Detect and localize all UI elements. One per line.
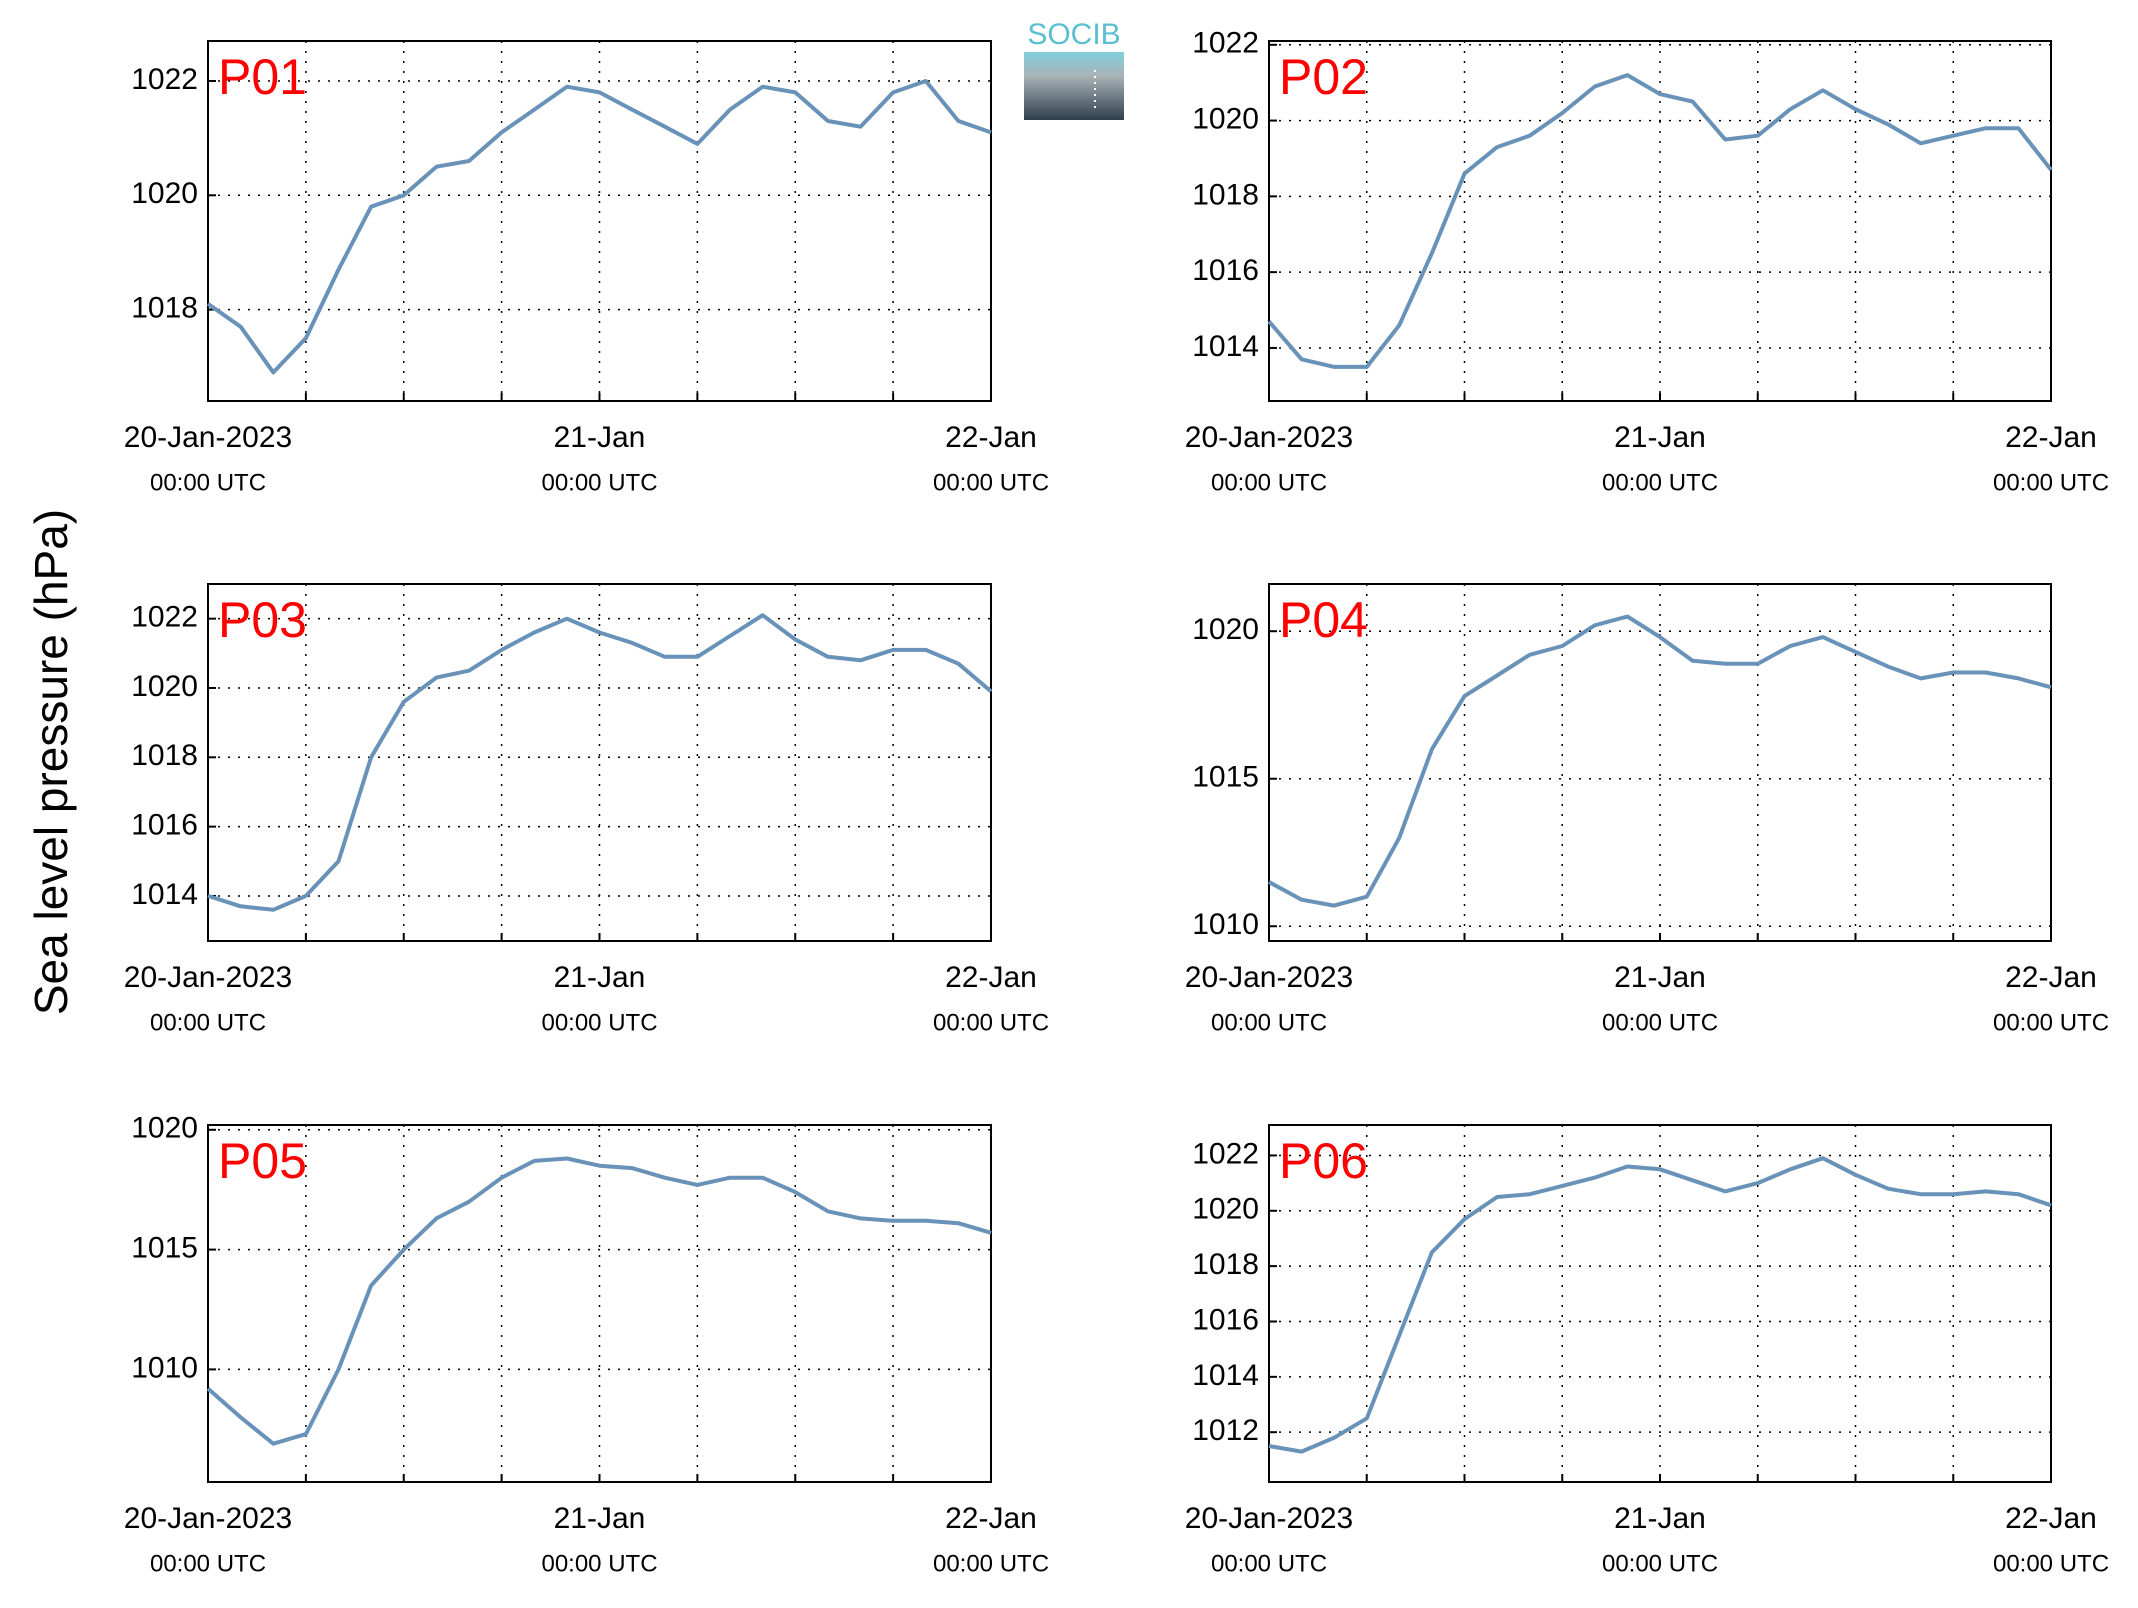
y-tick-label: 1020 <box>1192 613 1259 646</box>
x-tick-label: 22-Jan <box>2005 421 2097 454</box>
x-tick-sublabel: 00:00 UTC <box>1993 469 2109 496</box>
x-tick-label: 20-Jan-2023 <box>124 421 292 454</box>
subplot: 1014 1016 1018 1020 1022 20-Jan-2023 00:00 UTC… <box>124 583 1049 1036</box>
x-tick-sublabel: 00:00 UTC <box>541 1550 657 1577</box>
y-tick-label: 1014 <box>131 878 198 911</box>
y-tick-label: 1020 <box>131 670 198 703</box>
x-tick-label: 22-Jan <box>2005 1502 2097 1535</box>
subplot: 1010 1015 1020 20-Jan-2023 00:00 UTC 21-Jan 00… <box>124 1112 1049 1578</box>
panel-label: P05 <box>218 1133 307 1189</box>
x-tick-sublabel: 00:00 UTC <box>1993 1550 2109 1577</box>
logo: SOCIB <box>1024 18 1124 120</box>
x-tick-sublabel: 00:00 UTC <box>1993 1009 2109 1036</box>
x-tick-label: 21-Jan <box>554 961 646 994</box>
x-tick-sublabel: 00:00 UTC <box>541 1009 657 1036</box>
subplot: 1018 1020 1022 20-Jan-2023 00:00 UTC 21-Jan 00… <box>124 40 1049 496</box>
data-line <box>206 79 992 375</box>
x-tick-label: 22-Jan <box>945 421 1037 454</box>
x-tick-sublabel: 00:00 UTC <box>1602 1550 1718 1577</box>
y-tick-label: 1020 <box>131 177 198 210</box>
data-line <box>1268 1156 2052 1454</box>
panel-label: P04 <box>1279 592 1368 648</box>
y-tick-label: 1020 <box>1192 103 1259 136</box>
x-tick-label: 21-Jan <box>1614 961 1706 994</box>
logo-text: SOCIB <box>1027 18 1120 51</box>
x-tick-sublabel: 00:00 UTC <box>1211 1550 1327 1577</box>
x-tick-sublabel: 00:00 UTC <box>1211 1009 1327 1036</box>
y-tick-label: 1020 <box>131 1112 198 1145</box>
y-tick-label: 1018 <box>131 291 198 324</box>
plot-frame <box>207 583 992 942</box>
panel-label: P03 <box>218 592 307 648</box>
y-axis-label: Sea level pressure (hPa) <box>25 509 77 1015</box>
plot-frame <box>207 40 992 402</box>
x-tick-label: 22-Jan <box>945 1502 1037 1535</box>
x-tick-sublabel: 00:00 UTC <box>933 1009 1049 1036</box>
plot-frame <box>1268 1124 2052 1483</box>
x-tick-label: 20-Jan-2023 <box>124 1502 292 1535</box>
y-tick-label: 1022 <box>1192 1137 1259 1170</box>
y-tick-label: 1016 <box>1192 1303 1259 1336</box>
y-tick-label: 1022 <box>1192 27 1259 60</box>
plot-frame <box>1268 40 2052 402</box>
data-line <box>1267 73 2053 369</box>
data-line <box>206 1156 992 1446</box>
y-tick-label: 1016 <box>131 809 198 842</box>
x-tick-label: 20-Jan-2023 <box>124 961 292 994</box>
x-tick-label: 22-Jan <box>2005 961 2097 994</box>
x-tick-sublabel: 00:00 UTC <box>150 1550 266 1577</box>
x-tick-label: 21-Jan <box>554 421 646 454</box>
x-tick-label: 21-Jan <box>1614 1502 1706 1535</box>
y-tick-label: 1012 <box>1192 1414 1259 1447</box>
plot-frame <box>207 1124 992 1483</box>
y-tick-label: 1018 <box>1192 1248 1259 1281</box>
data-line <box>207 613 993 912</box>
x-tick-sublabel: 00:00 UTC <box>1211 469 1327 496</box>
x-tick-sublabel: 00:00 UTC <box>1602 1009 1718 1036</box>
panel-label: P02 <box>1279 49 1368 105</box>
data-line <box>1268 614 2052 908</box>
x-tick-label: 21-Jan <box>1614 421 1706 454</box>
plot-frame <box>1268 583 2052 942</box>
subplot: 1012 1014 1016 1018 1020 1022 20-Jan-2023 00:00… <box>1185 1124 2109 1577</box>
y-tick-label: 1018 <box>1192 178 1259 211</box>
y-tick-label: 1020 <box>1192 1193 1259 1226</box>
x-tick-sublabel: 00:00 UTC <box>541 469 657 496</box>
y-tick-label: 1014 <box>1192 330 1259 363</box>
subplot: 1010 1015 1020 20-Jan-2023 00:00 UTC 21-Jan 00… <box>1185 583 2109 1036</box>
y-tick-label: 1022 <box>131 601 198 634</box>
x-tick-sublabel: 00:00 UTC <box>150 1009 266 1036</box>
y-tick-label: 1010 <box>131 1351 198 1384</box>
y-tick-label: 1014 <box>1192 1359 1259 1392</box>
x-tick-label: 20-Jan-2023 <box>1185 961 1353 994</box>
x-tick-sublabel: 00:00 UTC <box>933 469 1049 496</box>
y-tick-label: 1018 <box>131 739 198 772</box>
y-tick-label: 1016 <box>1192 254 1259 287</box>
x-tick-sublabel: 00:00 UTC <box>933 1550 1049 1577</box>
y-tick-label: 1015 <box>131 1232 198 1265</box>
x-tick-label: 21-Jan <box>554 1502 646 1535</box>
x-tick-sublabel: 00:00 UTC <box>1602 469 1718 496</box>
panel-label: P06 <box>1279 1133 1368 1189</box>
x-tick-label: 20-Jan-2023 <box>1185 421 1353 454</box>
x-tick-label: 20-Jan-2023 <box>1185 1502 1353 1535</box>
subplot: 1014 1016 1018 1020 1022 20-Jan-2023 00:00 UTC… <box>1185 27 2109 497</box>
y-tick-label: 1022 <box>131 63 198 96</box>
panel-label: P01 <box>218 49 307 105</box>
x-tick-sublabel: 00:00 UTC <box>150 469 266 496</box>
y-tick-label: 1015 <box>1192 761 1259 794</box>
y-tick-label: 1010 <box>1192 908 1259 941</box>
logo-image <box>1024 52 1124 120</box>
x-tick-label: 22-Jan <box>945 961 1037 994</box>
